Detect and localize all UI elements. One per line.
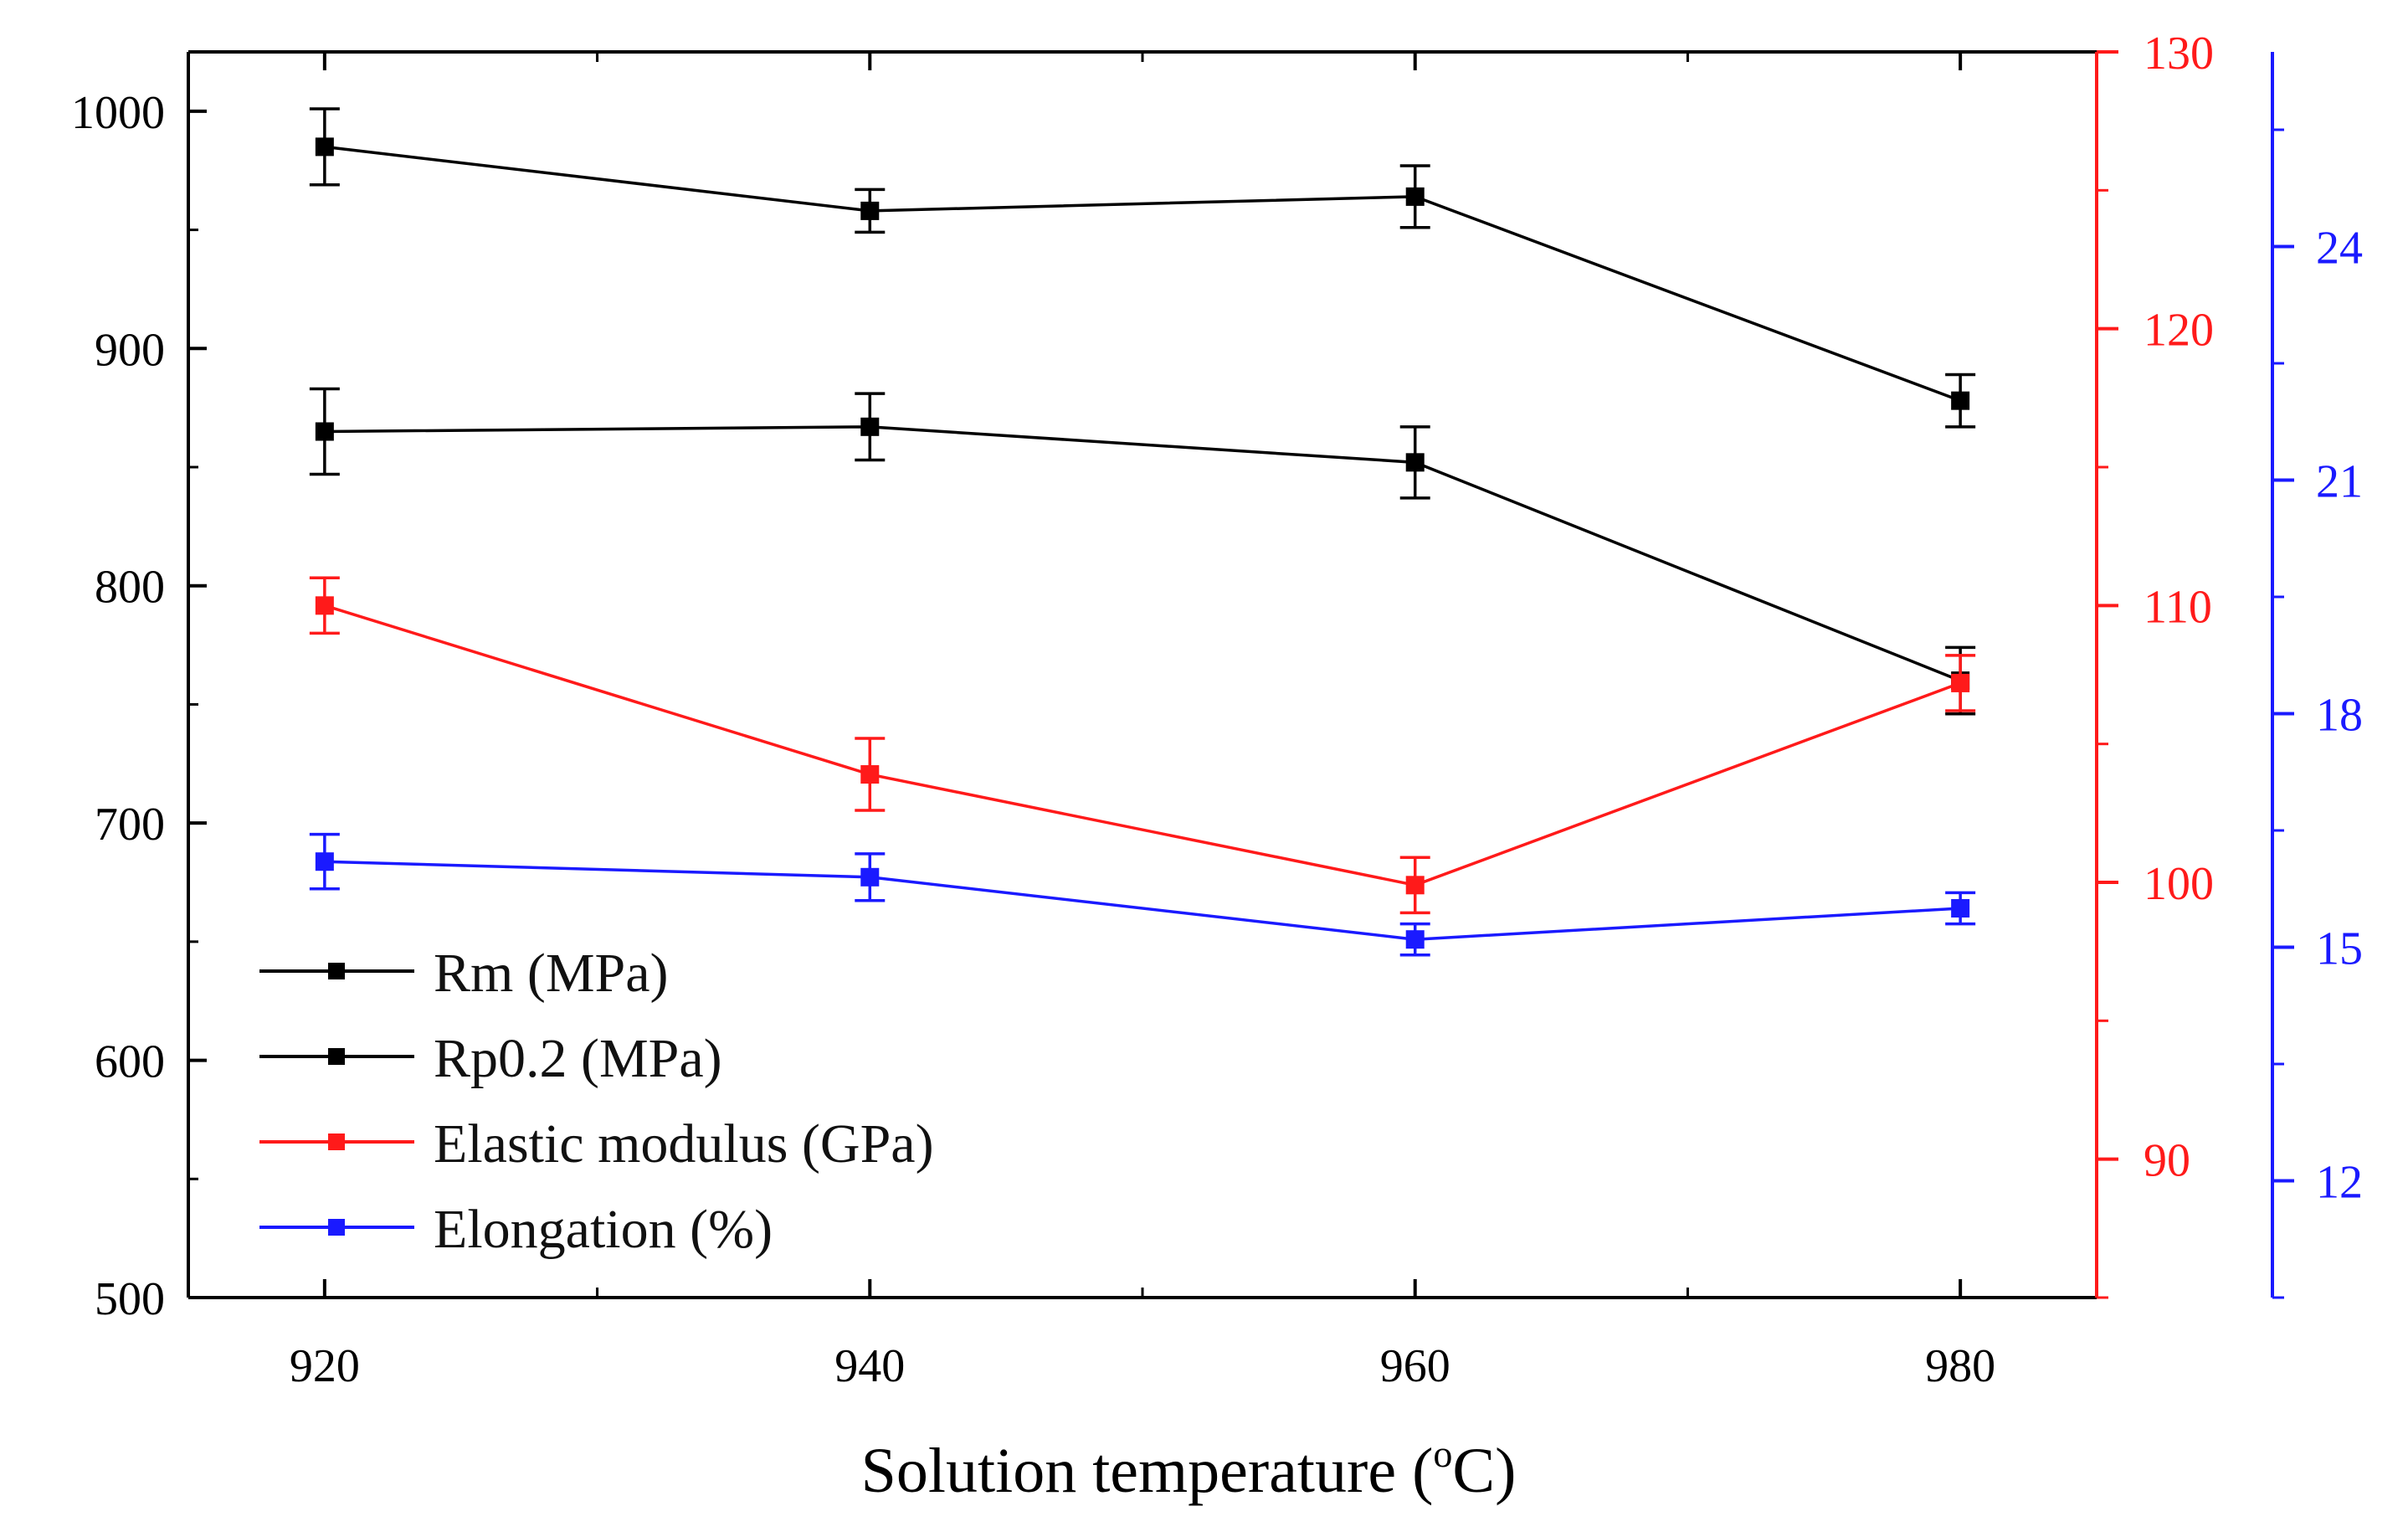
- red-y-tick-label: 90: [2144, 1135, 2190, 1187]
- legend-marker: [328, 1048, 345, 1065]
- left-y-tick-label: 800: [95, 562, 165, 614]
- x-tick-label: 980: [1925, 1340, 1995, 1392]
- x-tick-label: 920: [290, 1340, 360, 1392]
- x-tick-label: 940: [834, 1340, 905, 1392]
- data-point: [1951, 673, 1970, 692]
- x-axis-title-main: Solution temperature (: [861, 1436, 1434, 1506]
- data-point: [860, 201, 880, 220]
- data-point: [860, 765, 880, 784]
- left-y-tick-label: 700: [95, 799, 165, 851]
- blue-y-tick-label: 24: [2316, 223, 2363, 275]
- legend: Rm (MPa) Rp0.2 (MPa) Elastic modulus (GPa)…: [259, 943, 934, 1260]
- legend-label: Elastic modulus (GPa): [434, 1113, 934, 1175]
- red-y-tick-label: 120: [2144, 305, 2214, 357]
- legend-marker: [328, 1219, 345, 1236]
- data-point: [315, 596, 334, 615]
- left-y-tick-label: 600: [95, 1036, 165, 1088]
- data-point: [1951, 899, 1970, 918]
- x-axis-title-superscript: o: [1433, 1432, 1452, 1475]
- x-axis-title: Solution temperature (oC): [861, 1432, 1517, 1506]
- series-0: [309, 107, 1976, 429]
- series-2: [309, 576, 1976, 915]
- legend-label: Rm (MPa): [434, 943, 669, 1004]
- left-y-tick-label: 500: [95, 1273, 165, 1325]
- series-line: [324, 425, 1961, 682]
- data-point: [860, 417, 880, 436]
- data-point: [860, 867, 880, 887]
- legend-item: Rp0.2 (MPa): [259, 1028, 722, 1089]
- series-layer: [309, 107, 1976, 957]
- blue-y-tick-label: 18: [2316, 690, 2363, 742]
- red-y-tick-label: 130: [2144, 28, 2214, 80]
- data-point: [1405, 876, 1425, 895]
- data-point: [1951, 391, 1970, 410]
- legend-item: Elongation (%): [259, 1199, 773, 1260]
- series-3: [309, 832, 1976, 957]
- x-tick-label: 960: [1380, 1340, 1450, 1392]
- data-point: [1405, 930, 1425, 949]
- red-y-tick-label: 110: [2144, 581, 2212, 633]
- data-point: [315, 422, 334, 441]
- legend-label: Rp0.2 (MPa): [434, 1028, 722, 1089]
- left-y-tick-label: 900: [95, 324, 165, 376]
- series-line: [324, 860, 1961, 941]
- left-y-tick-label: 1000: [71, 87, 165, 139]
- axes-layer: 920 940 960 980 500 600 700 800 900 1000 90 100 110 1…: [71, 28, 2363, 1392]
- data-point: [1405, 187, 1425, 206]
- legend-marker: [328, 963, 345, 979]
- blue-y-tick-label: 12: [2316, 1157, 2363, 1209]
- legend-item: Elastic modulus (GPa): [259, 1113, 934, 1175]
- data-point: [315, 852, 334, 871]
- legend-item: Rm (MPa): [259, 943, 669, 1004]
- legend-label: Elongation (%): [434, 1199, 773, 1260]
- blue-y-tick-label: 21: [2316, 456, 2363, 508]
- series-line: [324, 604, 1961, 887]
- blue-y-tick-label: 15: [2316, 923, 2363, 975]
- red-y-tick-label: 100: [2144, 858, 2214, 910]
- data-point: [1405, 453, 1425, 472]
- x-axis-title-tail: C): [1452, 1436, 1516, 1506]
- data-point: [315, 137, 334, 157]
- series-1: [309, 387, 1976, 716]
- legend-marker: [328, 1133, 345, 1150]
- series-line: [324, 145, 1961, 403]
